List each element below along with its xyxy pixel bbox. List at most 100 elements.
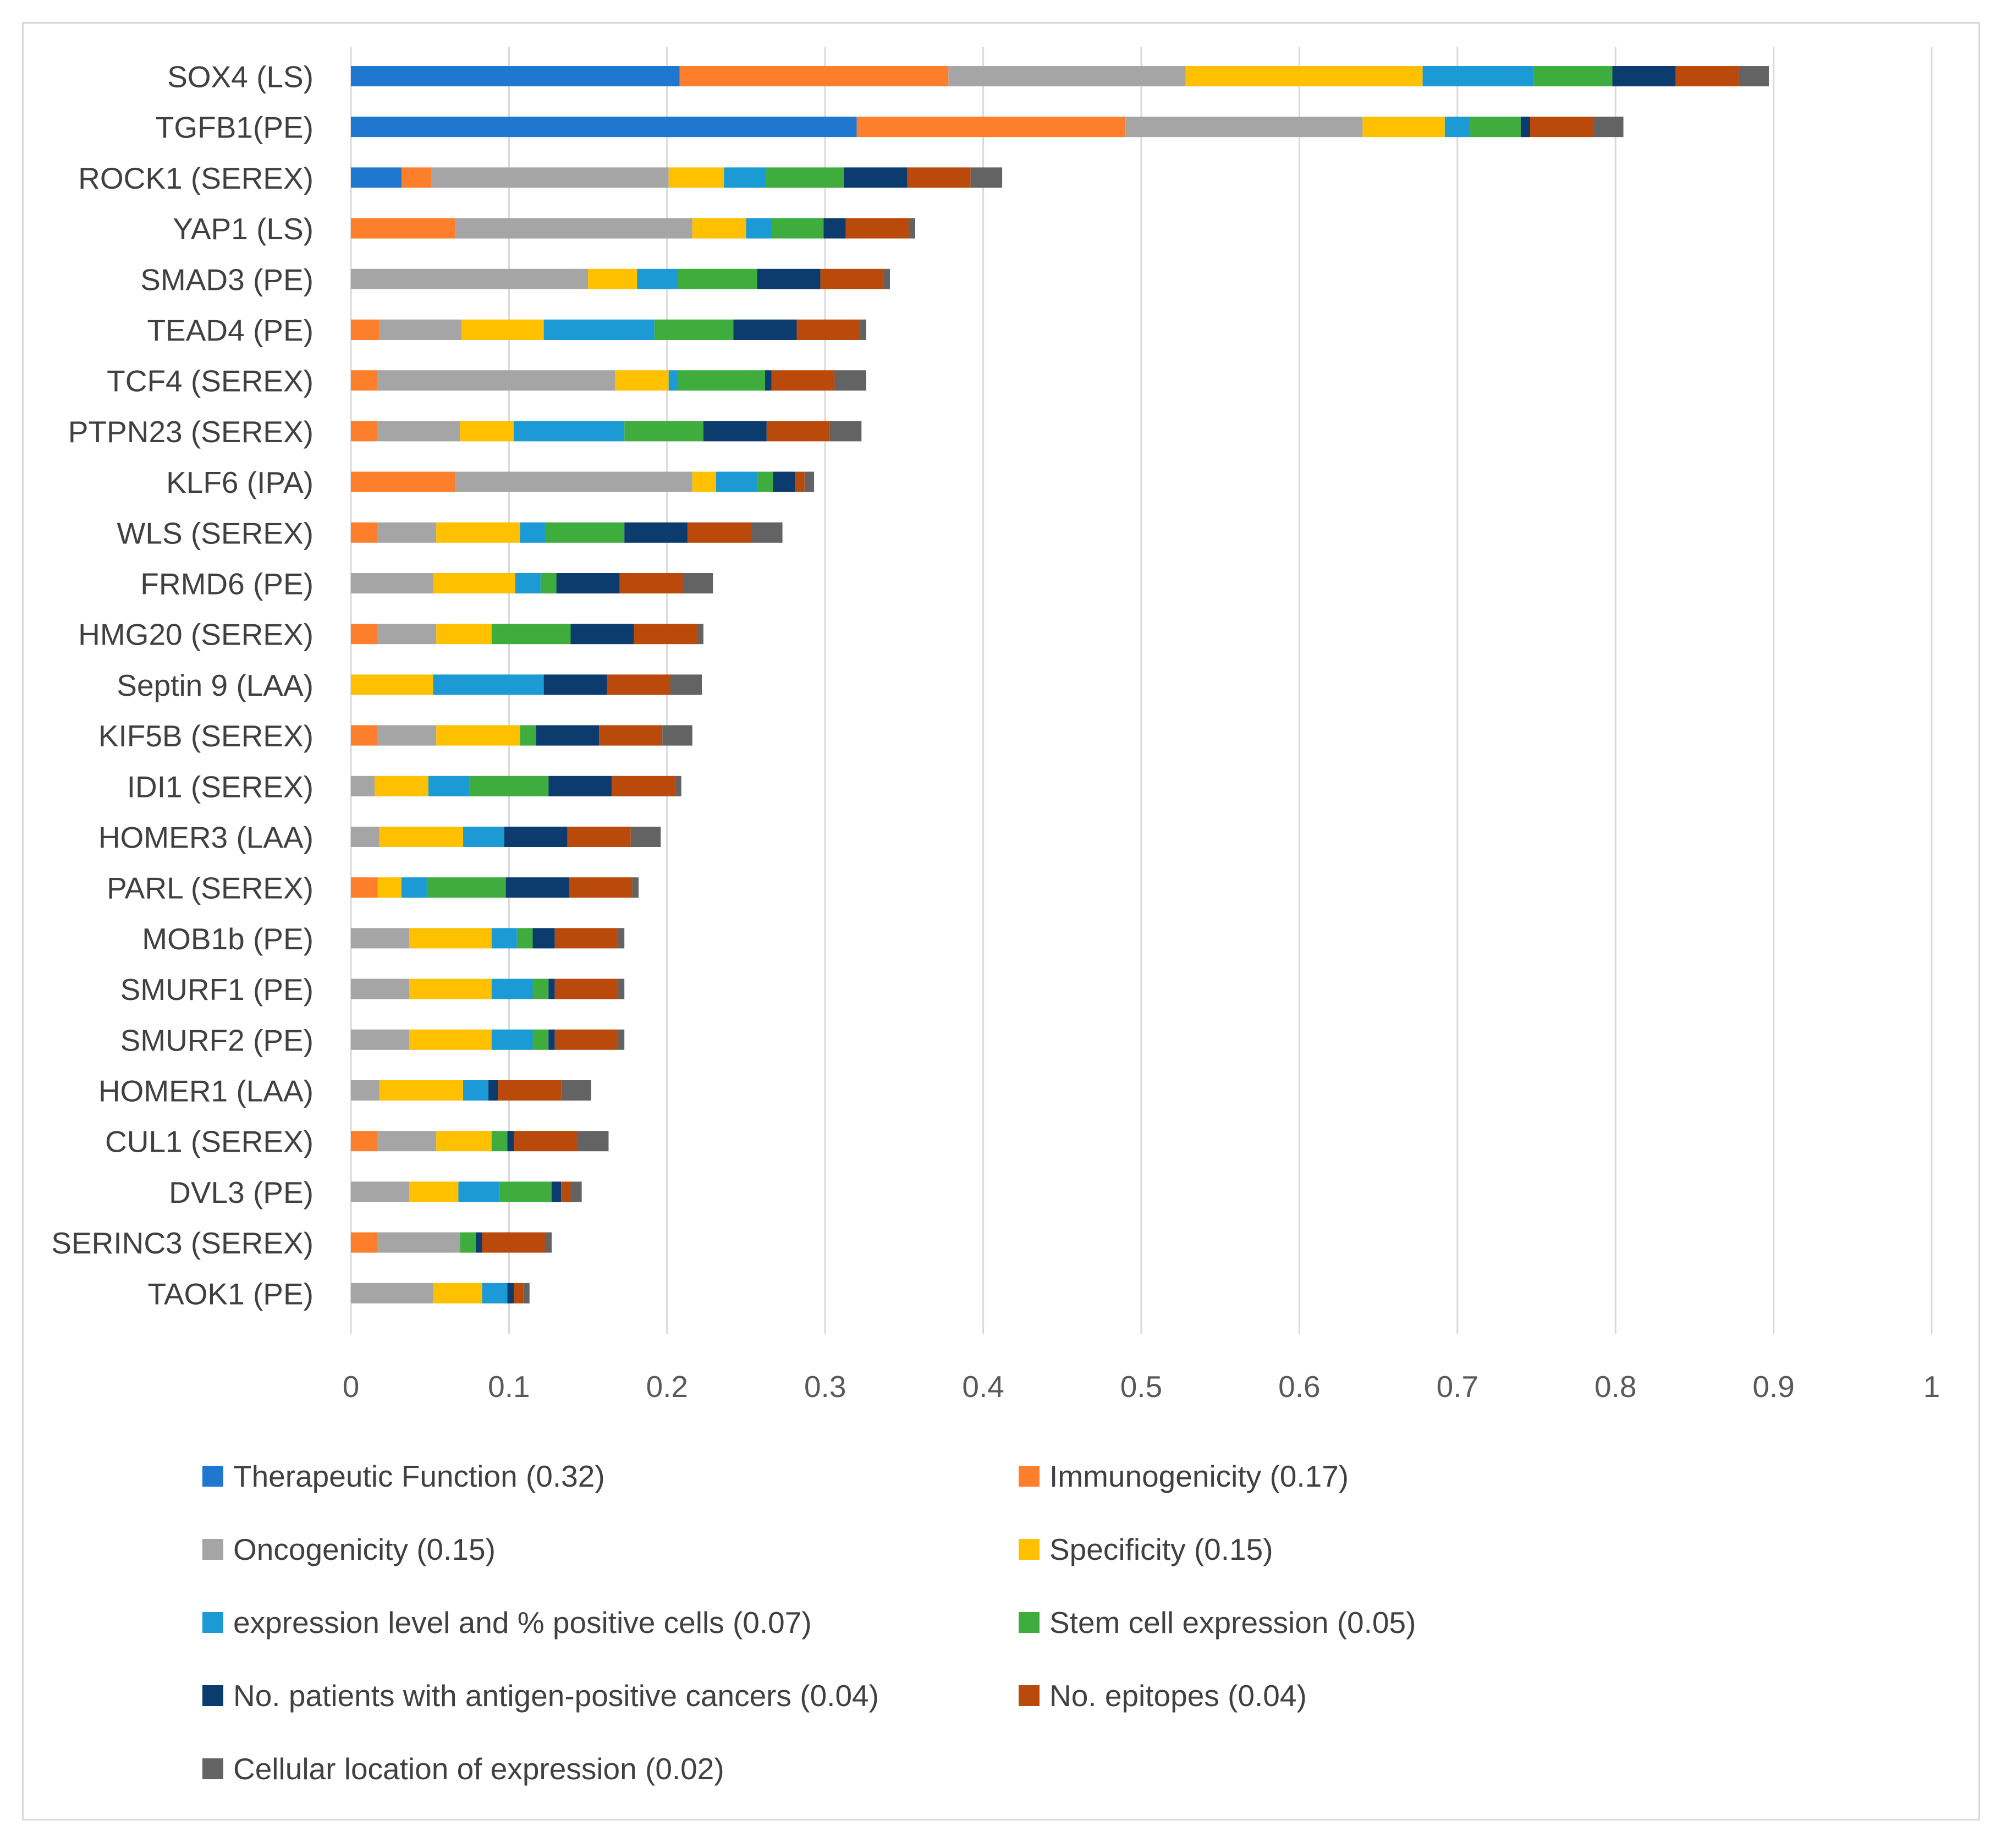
chart-frame: [22, 22, 1980, 1821]
category-label: SMAD3 (PE): [140, 262, 314, 296]
bar-segment-smurf2-pe-s7: [554, 1029, 618, 1050]
bar-segment-tead4-pe-s4: [543, 320, 655, 340]
category-label: ROCK1 (SEREX): [78, 161, 314, 195]
bar-segment-hmg20-serex-s6: [570, 624, 634, 645]
bar-segment-taok1-pe-s4: [482, 1283, 508, 1304]
bar-segment-cul1-serex-s8: [576, 1131, 609, 1152]
bar-segment-homer1-laa-s4: [463, 1080, 489, 1101]
category-label: WLS (SEREX): [117, 516, 314, 550]
x-tick-label: 1: [1923, 1370, 1940, 1404]
bar-segment-serinc3-serex-s8: [545, 1232, 552, 1253]
bar-segment-parl-serex-s7: [569, 877, 633, 898]
bar-segment-tead4-pe-s8: [860, 320, 866, 340]
bar-segment-smurf2-pe-s4: [491, 1029, 533, 1050]
bar-segment-tgfb1-pe-s7: [1530, 117, 1593, 138]
x-tick-label: 0.3: [804, 1370, 846, 1404]
bar-segment-smurf2-pe-s2: [351, 1029, 410, 1050]
bar-segment-idi1-serex-s3: [375, 776, 428, 796]
category-label: IDI1 (SEREX): [127, 769, 314, 804]
legend: Therapeutic Function (0.32) Immunogenicit…: [202, 1459, 1416, 1786]
bar-segment-ptpn23-serex-s7: [766, 421, 830, 442]
category-label: SERINC3 (SEREX): [51, 1226, 314, 1260]
bar-segment-septin-9-laa-s8: [670, 674, 702, 695]
bar-segment-tcf4-serex-s5: [678, 370, 765, 391]
bar-segment-parl-serex-s3: [377, 877, 402, 898]
bar-segment-taok1-pe-s8: [523, 1283, 530, 1304]
category-label: SOX4 (LS): [167, 60, 314, 94]
x-tick-label: 0.8: [1594, 1370, 1636, 1404]
bar-segment-serinc3-serex-s7: [482, 1232, 546, 1253]
bar-segment-tgfb1-pe-s3: [1362, 117, 1445, 138]
bar-segment-taok1-pe-s3: [433, 1283, 482, 1304]
bar-segment-dvl3-pe-s3: [409, 1181, 459, 1202]
bar-segment-tcf4-serex-s3: [614, 370, 669, 391]
bar-segment-wls-serex-s5: [545, 522, 625, 543]
bar-segment-smurf1-pe-s2: [351, 978, 410, 999]
bar-segment-frmd6-pe-s7: [619, 573, 683, 593]
bar-segment-sox4-ls-s0: [351, 66, 680, 86]
bar-segment-tcf4-serex-s4: [668, 370, 678, 391]
bar-segment-yap1-ls-s6: [823, 218, 846, 239]
bar-segment-ptpn23-serex-s5: [624, 421, 703, 442]
bar-segment-kif5b-serex-s6: [536, 725, 600, 746]
bar-segment-homer3-laa-s3: [379, 827, 464, 847]
bar-segment-frmd6-pe-s6: [556, 573, 620, 593]
bar-segment-klf6-ipa-s7: [795, 471, 805, 492]
category-label: HOMER3 (LAA): [98, 821, 314, 855]
x-tick-label: 0.2: [646, 1370, 688, 1404]
bar-segment-parl-serex-s8: [632, 877, 639, 898]
x-axis-tick-labels: 0 0.1 0.2 0.3 0.4 0.5 0.6 0.7 0.8 0.9 1: [343, 1370, 1940, 1404]
legend-item-expression-level-and-positive-cells-0-07: expression level and % positive cells (0…: [202, 1605, 812, 1640]
bar-segment-cul1-serex-s1: [351, 1131, 378, 1152]
bar-segment-tcf4-serex-s8: [834, 370, 866, 391]
category-label: TGFB1(PE): [156, 111, 314, 145]
bar-segment-cul1-serex-s5: [491, 1131, 508, 1152]
bar-segment-frmd6-pe-s4: [515, 573, 541, 593]
bar-segment-septin-9-laa-s3: [351, 674, 433, 695]
bar-segment-dvl3-pe-s8: [570, 1181, 582, 1202]
bar-segment-tcf4-serex-s2: [377, 370, 615, 391]
bar-segment-rock1-serex-s5: [765, 167, 844, 188]
bar-segment-sox4-ls-s6: [1612, 66, 1676, 86]
bar-segment-ptpn23-serex-s2: [377, 421, 460, 442]
legend-item-stem-cell-expression-0-05: Stem cell expression (0.05): [1019, 1605, 1416, 1640]
bar-segment-sox4-ls-s3: [1185, 66, 1423, 86]
legend-swatch: [202, 1758, 223, 1779]
bar-segment-sox4-ls-s2: [948, 66, 1186, 86]
bar-segment-tead4-pe-s3: [461, 320, 544, 340]
bar-segment-homer3-laa-s8: [630, 827, 661, 847]
bar-segment-kif5b-serex-s1: [351, 725, 378, 746]
bar-segment-smad3-pe-s7: [820, 268, 884, 289]
bar-segment-idi1-serex-s5: [469, 776, 549, 796]
bar-segment-smurf2-pe-s3: [409, 1029, 492, 1050]
bar-segment-smurf1-pe-s7: [554, 978, 618, 999]
bar-segment-homer1-laa-s2: [351, 1080, 380, 1101]
bar-segment-smurf1-pe-s4: [491, 978, 533, 999]
bar-segment-smurf2-pe-s6: [548, 1029, 555, 1050]
bar-segment-rock1-serex-s8: [970, 167, 1003, 188]
bar-segment-hmg20-serex-s1: [351, 624, 378, 645]
x-tick-label: 0.9: [1752, 1370, 1794, 1404]
bar-segment-mob1b-pe-s5: [516, 928, 533, 949]
legend-item-cellular-location-of-expression-0-02: Cellular location of expression (0.02): [202, 1752, 724, 1786]
bar-segment-smad3-pe-s5: [678, 268, 757, 289]
bar-segment-tgfb1-pe-s2: [1125, 117, 1363, 138]
bar-segment-idi1-serex-s4: [428, 776, 470, 796]
category-label: Septin 9 (LAA): [117, 668, 314, 702]
bar-segment-yap1-ls-s3: [692, 218, 746, 239]
x-tick-label: 0.1: [488, 1370, 530, 1404]
bar-segment-klf6-ipa-s4: [716, 471, 757, 492]
bar-segment-tcf4-serex-s7: [771, 370, 835, 391]
legend-swatch: [1019, 1466, 1040, 1487]
legend-label: Specificity (0.15): [1049, 1532, 1273, 1566]
bar-segment-cul1-serex-s3: [436, 1131, 492, 1152]
bar-segment-septin-9-laa-s4: [433, 674, 544, 695]
legend-item-no-epitopes-0-04: No. epitopes (0.04): [1019, 1679, 1307, 1713]
bar-segment-hmg20-serex-s7: [634, 624, 697, 645]
bar-segment-parl-serex-s6: [505, 877, 569, 898]
bar-segment-kif5b-serex-s2: [377, 725, 437, 746]
category-label: SMURF1 (PE): [120, 972, 314, 1007]
bar-segment-hmg20-serex-s3: [436, 624, 492, 645]
bar-segment-ptpn23-serex-s4: [514, 421, 625, 442]
bar-segment-mob1b-pe-s4: [491, 928, 517, 949]
